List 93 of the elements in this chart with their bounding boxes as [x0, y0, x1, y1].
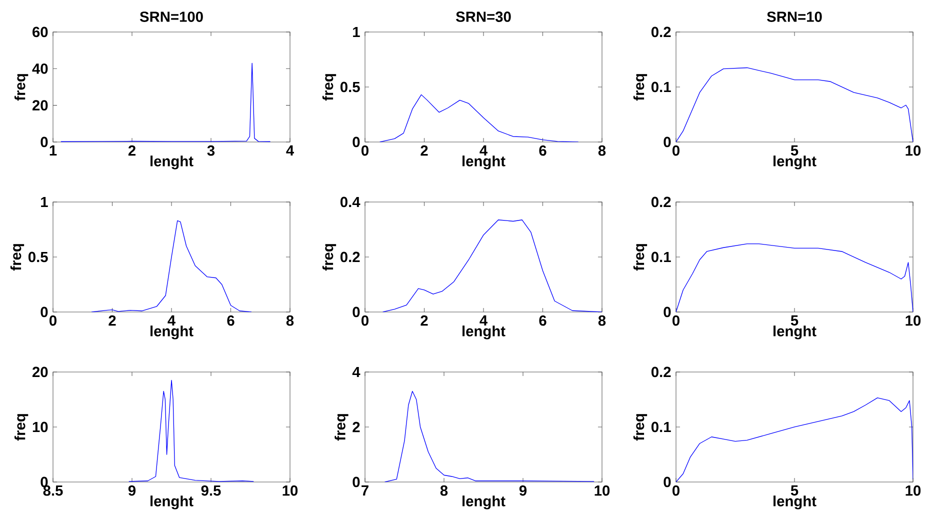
x-tick-label: 5 — [790, 315, 798, 326]
x-tick-label: 10 — [594, 485, 610, 496]
line-series — [384, 390, 594, 482]
y-tick-label: 1 — [353, 26, 360, 38]
x-tick-label: 6 — [539, 145, 546, 156]
y-axis-title: freq — [10, 244, 24, 271]
x-tick-label: 2 — [420, 145, 428, 156]
y-tick-label: 0.2 — [651, 196, 671, 208]
y-tick-label: 0 — [352, 306, 360, 318]
x-tick-label: 8 — [598, 315, 606, 326]
x-tick-label: 8 — [598, 145, 606, 156]
x-axis-title: lenght — [774, 156, 816, 170]
x-tick-label: 1 — [50, 145, 57, 156]
line-series — [128, 380, 254, 482]
line-series — [676, 67, 914, 142]
x-axis-title: lenght — [774, 326, 816, 340]
y-tick-label: 0 — [352, 476, 360, 488]
x-tick-label: 5 — [790, 485, 798, 496]
x-tick-label: 10 — [282, 485, 298, 496]
y-tick-label: 0.2 — [340, 252, 360, 262]
y-tick-label: 0.1 — [651, 82, 671, 92]
y-tick-label: 0.4 — [340, 196, 360, 208]
x-tick-label: 10 — [906, 485, 921, 496]
y-tick-label: 20 — [32, 100, 48, 111]
x-tick-label: 10 — [906, 145, 921, 156]
x-tick-label: 4 — [480, 145, 488, 156]
line-series — [60, 62, 271, 142]
chart-title: SRN=100 — [140, 12, 203, 22]
y-tick-label: 0 — [664, 306, 671, 318]
y-tick-label: 2 — [352, 422, 360, 432]
y-axis-title: freq — [14, 74, 28, 101]
x-axis-title: lenght — [774, 496, 816, 510]
chart-title: SRN=30 — [456, 12, 511, 22]
y-tick-label: 0 — [40, 306, 48, 318]
y-tick-label: 0.5 — [28, 252, 48, 262]
y-axis-title: freq — [322, 74, 336, 101]
y-tick-label: 0.1 — [651, 252, 671, 262]
x-tick-label: 8 — [286, 315, 294, 326]
y-axis-title: freq — [633, 244, 648, 271]
y-axis-title: freq — [633, 74, 648, 101]
x-axis-title: lenght — [462, 496, 506, 510]
x-tick-label: 0 — [672, 485, 680, 496]
x-tick-label: 9 — [128, 485, 136, 496]
y-tick-label: 40 — [32, 63, 48, 74]
x-axis-title: lenght — [462, 156, 506, 170]
y-axis-title: freq — [633, 414, 648, 441]
x-tick-label: 3 — [207, 145, 215, 156]
y-tick-label: 4 — [352, 366, 360, 378]
x-tick-label: 8.5 — [43, 485, 63, 496]
y-axis-title: freq — [334, 414, 348, 441]
line-series — [382, 220, 602, 312]
x-tick-label: 0 — [672, 315, 680, 326]
y-tick-label: 0 — [664, 136, 671, 148]
y-tick-label: 0.2 — [651, 26, 671, 38]
x-tick-label: 0 — [362, 315, 368, 326]
x-tick-label: 8 — [440, 485, 448, 496]
y-tick-label: 0.2 — [651, 366, 671, 378]
y-tick-label: 10 — [32, 422, 48, 432]
line-series — [676, 243, 914, 312]
x-tick-label: 0 — [672, 145, 680, 156]
x-tick-label: 2 — [108, 315, 116, 326]
x-tick-label: 0 — [362, 145, 368, 156]
y-axis-title: freq — [14, 414, 28, 441]
x-tick-label: 6 — [227, 315, 234, 326]
y-tick-label: 0 — [40, 136, 48, 148]
x-tick-label: 10 — [906, 315, 921, 326]
y-tick-label: 60 — [32, 26, 48, 38]
y-tick-label: 0.5 — [340, 82, 360, 92]
y-tick-label: 0 — [352, 136, 360, 148]
x-tick-label: 9.5 — [201, 485, 221, 496]
x-axis-title: lenght — [150, 326, 194, 340]
line-series — [91, 220, 252, 312]
x-tick-label: 4 — [168, 315, 176, 326]
x-tick-label: 5 — [790, 145, 798, 156]
x-tick-label: 7 — [362, 485, 368, 496]
x-tick-label: 2 — [420, 315, 428, 326]
x-tick-label: 9 — [519, 485, 527, 496]
x-tick-label: 0 — [50, 315, 56, 326]
x-axis-title: lenght — [150, 156, 194, 170]
x-tick-label: 6 — [539, 315, 546, 326]
x-tick-label: 4 — [480, 315, 488, 326]
line-series — [676, 398, 914, 482]
y-tick-label: 0 — [664, 476, 671, 488]
line-series — [379, 94, 579, 142]
x-tick-label: 4 — [286, 145, 294, 156]
y-axis-title: freq — [322, 244, 336, 271]
chart-title: SRN=10 — [767, 12, 822, 22]
y-tick-label: 0.1 — [651, 422, 671, 432]
x-axis-title: lenght — [462, 326, 506, 340]
y-tick-label: 1 — [41, 196, 48, 208]
x-tick-label: 2 — [128, 145, 136, 156]
y-tick-label: 20 — [32, 366, 48, 378]
x-axis-title: lenght — [150, 496, 194, 510]
